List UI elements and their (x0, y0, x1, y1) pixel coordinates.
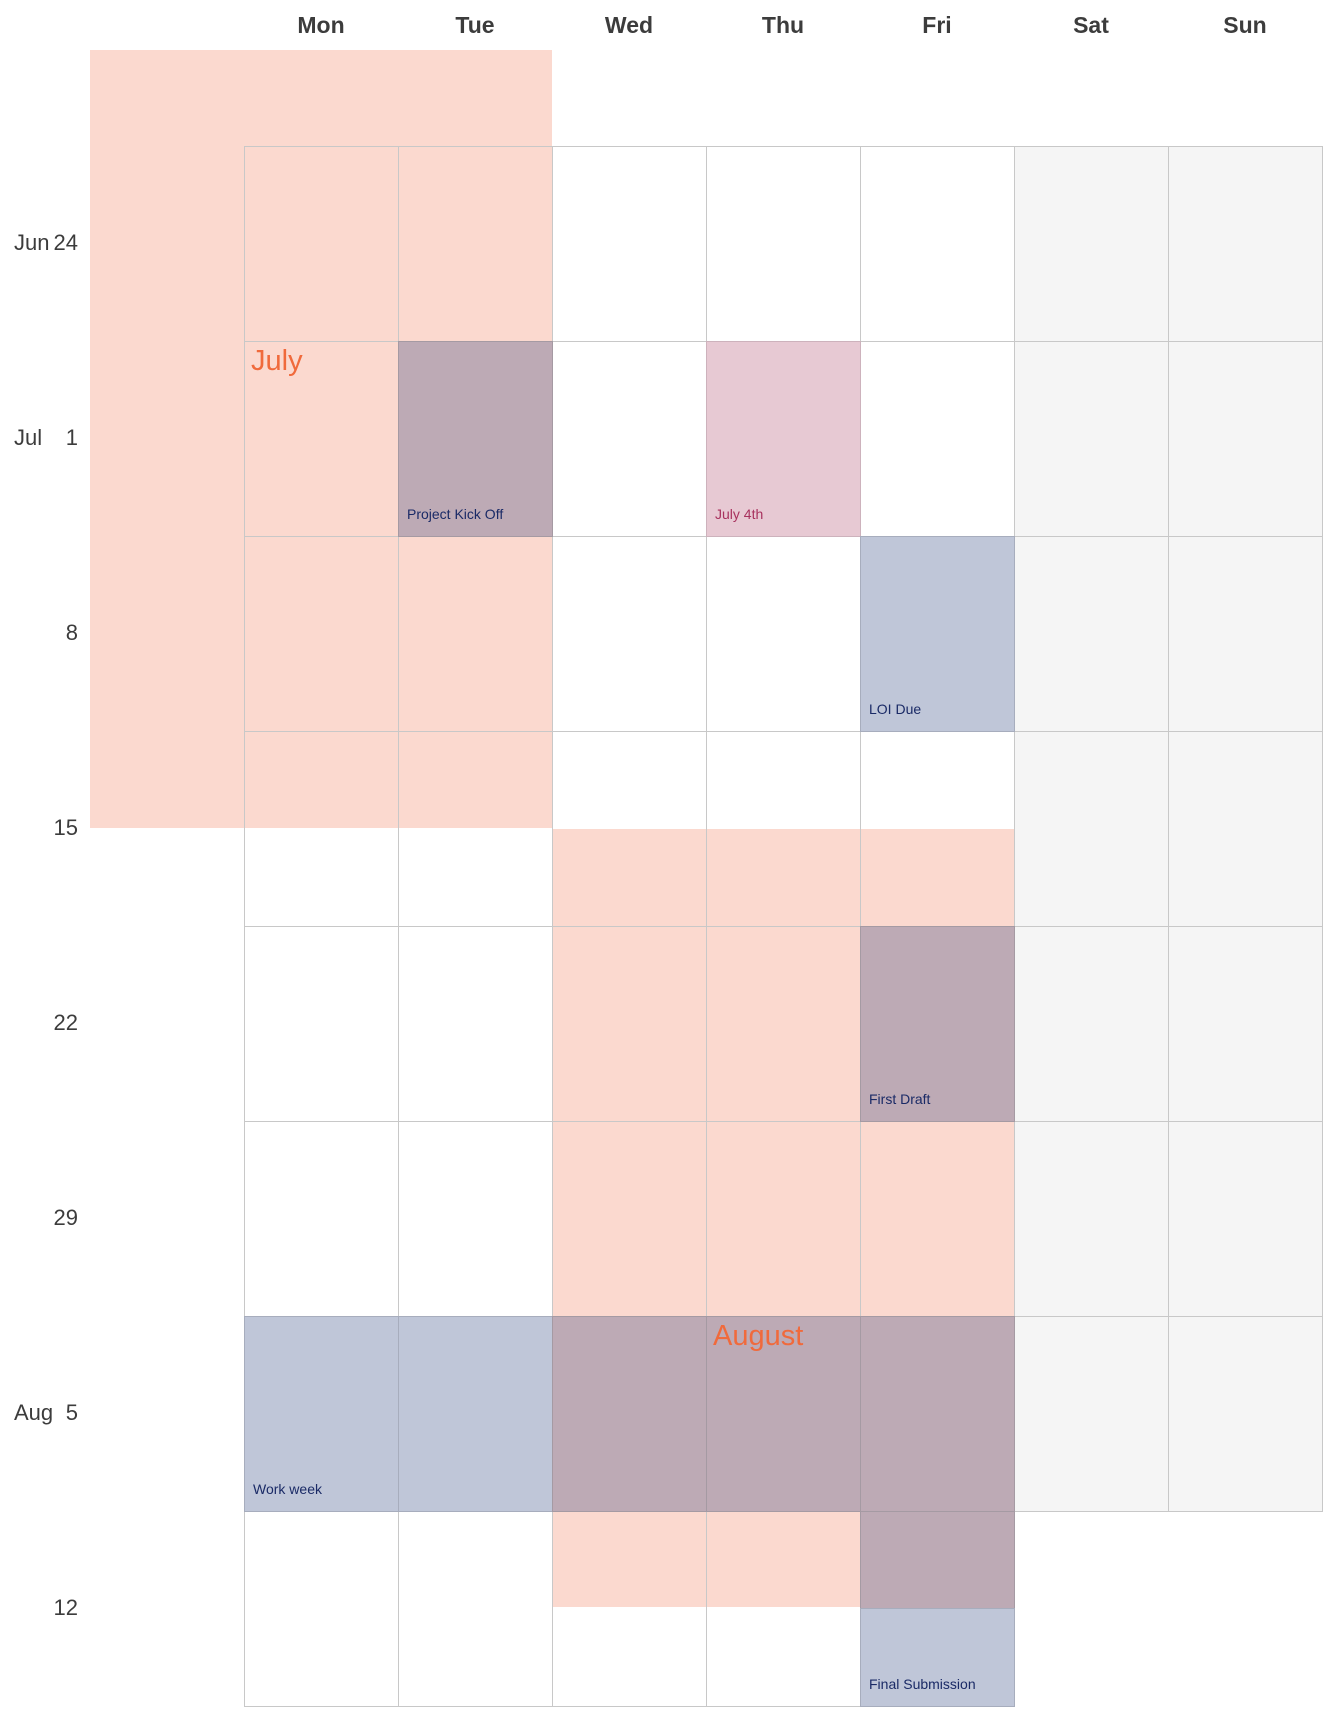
day-cell[interactable] (1014, 341, 1169, 537)
day-cell[interactable] (1168, 926, 1323, 1122)
day-cell[interactable] (1014, 536, 1169, 732)
event-block[interactable] (706, 1316, 861, 1512)
day-cell[interactable] (706, 146, 861, 342)
month-label-july: July (251, 345, 303, 377)
day-cell[interactable] (398, 536, 553, 732)
weekday-label-sun: Sun (1223, 12, 1267, 38)
day-cell[interactable] (1168, 146, 1323, 342)
event-block[interactable] (552, 1316, 707, 1512)
weekday-label-sat: Sat (1073, 12, 1109, 38)
day-cell[interactable] (860, 731, 1015, 927)
event-label: First Draft (869, 1091, 931, 1107)
day-cell[interactable] (552, 1121, 707, 1317)
day-cell[interactable] (552, 926, 707, 1122)
day-cell[interactable] (1014, 1121, 1169, 1317)
event-label: LOI Due (869, 701, 922, 717)
day-cell[interactable] (552, 1511, 707, 1707)
day-cell[interactable] (398, 926, 553, 1122)
day-cell[interactable] (706, 536, 861, 732)
day-cell[interactable] (244, 1511, 399, 1707)
day-cell[interactable] (706, 731, 861, 927)
week-day-label: 8 (65, 619, 78, 645)
week-day-label: 24 (53, 229, 78, 255)
day-cell[interactable] (1168, 536, 1323, 732)
week-day-label: 5 (65, 1399, 78, 1425)
event-final-submission[interactable]: Final Submission (860, 1608, 1015, 1707)
event-block[interactable]: Work week (244, 1316, 399, 1512)
day-cell[interactable] (706, 1511, 861, 1707)
day-cell[interactable] (244, 146, 399, 342)
day-cell[interactable] (244, 926, 399, 1122)
month-label-august: August (713, 1320, 804, 1352)
weekday-label-mon: Mon (297, 12, 345, 38)
event-label: Work week (253, 1481, 322, 1497)
event-label: Project Kick Off (407, 506, 504, 522)
week-day-label: 15 (53, 814, 78, 840)
day-cell[interactable] (860, 146, 1015, 342)
day-cell[interactable] (706, 926, 861, 1122)
day-cell[interactable] (1168, 1316, 1323, 1512)
day-cell[interactable] (1014, 731, 1169, 927)
event-label: Final Submission (869, 1676, 976, 1692)
weekday-label-fri: Fri (922, 12, 952, 38)
day-cell[interactable] (398, 1121, 553, 1317)
day-cell[interactable] (398, 146, 553, 342)
day-cell[interactable] (860, 1121, 1015, 1317)
week-day-label: 1 (65, 424, 78, 450)
day-cell[interactable] (706, 1121, 861, 1317)
day-cell[interactable] (1168, 341, 1323, 537)
day-cell[interactable] (1014, 926, 1169, 1122)
day-cell[interactable] (244, 1121, 399, 1317)
day-cell[interactable] (1014, 146, 1169, 342)
week-day-label: 22 (53, 1009, 78, 1035)
event-block[interactable]: First Draft (860, 926, 1015, 1122)
day-cell[interactable] (552, 341, 707, 537)
event-block[interactable]: LOI Due (860, 536, 1015, 732)
weekday-label-wed: Wed (604, 12, 654, 38)
event-block[interactable]: Project Kick Off (398, 341, 553, 537)
day-cell[interactable] (860, 341, 1015, 537)
day-cell[interactable] (1014, 1316, 1169, 1512)
day-cell[interactable] (398, 731, 553, 927)
day-cell[interactable] (244, 731, 399, 927)
event-block[interactable] (398, 1316, 553, 1512)
week-month-label: Jul (14, 424, 43, 450)
event-label: July 4th (715, 506, 764, 522)
week-month-label: Aug (14, 1399, 54, 1425)
event-block[interactable]: July 4th (706, 341, 861, 537)
weekday-label-thu: Thu (761, 12, 805, 38)
day-cell[interactable] (552, 731, 707, 927)
day-cell[interactable] (244, 536, 399, 732)
week-day-label: 29 (53, 1204, 78, 1230)
event-block[interactable] (860, 1316, 1015, 1512)
week-day-label: 12 (53, 1594, 78, 1620)
day-cell[interactable] (552, 146, 707, 342)
day-cell[interactable] (398, 1511, 553, 1707)
weekday-label-tue: Tue (455, 12, 495, 38)
day-cell[interactable] (1168, 731, 1323, 927)
week-month-label: Jun (14, 229, 50, 255)
day-cell[interactable] (1168, 1121, 1323, 1317)
day-cell[interactable] (552, 536, 707, 732)
